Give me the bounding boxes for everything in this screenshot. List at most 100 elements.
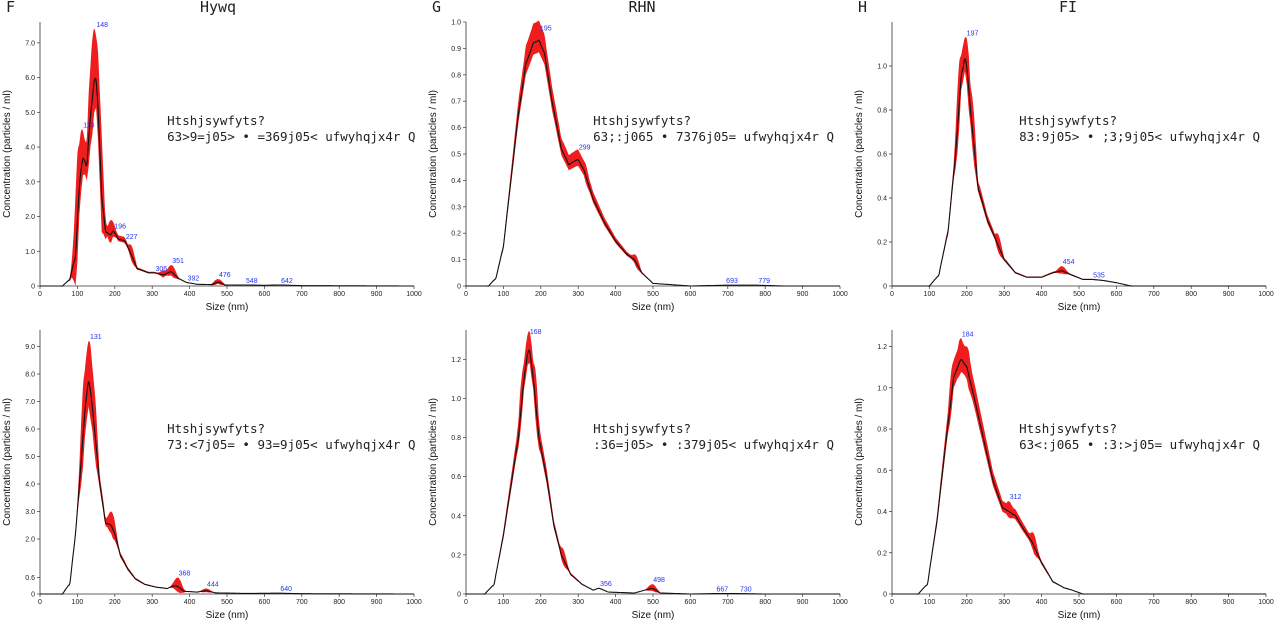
y-tick-label: 0.6 bbox=[451, 125, 461, 132]
chart-panel-1: 0 100 200 300 400 500 600 700 800 900 1000 0 1.0 2.0 3… bbox=[2, 22, 422, 313]
x-axis-label: Size (nm) bbox=[206, 302, 249, 313]
x-tick-label: 100 bbox=[498, 599, 510, 606]
x-tick-label: 800 bbox=[759, 291, 771, 298]
y-tick-label: 0.6 bbox=[451, 474, 461, 481]
y-tick-label: 0 bbox=[31, 592, 35, 599]
peak-label: 148 bbox=[96, 22, 108, 29]
annotation-value: 63<:j065 • :3:>j05= ufwyhqjx4r Q bbox=[1019, 437, 1260, 452]
error-band bbox=[466, 331, 840, 595]
y-tick-label: 5.0 bbox=[25, 110, 35, 117]
panel-letter-h: H bbox=[858, 0, 868, 16]
x-tick-label: 600 bbox=[685, 599, 697, 606]
peak-label: 779 bbox=[758, 278, 770, 285]
y-tick-label: 0 bbox=[31, 284, 35, 291]
y-tick-label: 0.2 bbox=[451, 552, 461, 559]
x-tick-label: 500 bbox=[1073, 599, 1085, 606]
mean-line bbox=[892, 58, 1266, 287]
x-tick-label: 800 bbox=[1185, 599, 1197, 606]
y-tick-label: 4.0 bbox=[25, 145, 35, 152]
y-tick-label: 0.4 bbox=[451, 513, 461, 520]
x-tick-label: 0 bbox=[890, 291, 894, 298]
peak-label: 535 bbox=[1093, 272, 1105, 279]
x-tick-label: 700 bbox=[296, 599, 308, 606]
x-tick-label: 700 bbox=[1148, 599, 1160, 606]
x-axis-label: Size (nm) bbox=[206, 610, 249, 621]
y-tick-label: 0.1 bbox=[451, 257, 461, 264]
y-tick-label: 2.0 bbox=[25, 537, 35, 544]
x-tick-label: 900 bbox=[371, 599, 383, 606]
y-tick-label: 1.0 bbox=[877, 385, 887, 392]
y-tick-label: 0.4 bbox=[877, 509, 887, 516]
y-axis-label: Concentration (particles / ml) bbox=[428, 398, 439, 526]
x-axis-label: Size (nm) bbox=[1058, 302, 1101, 313]
y-tick-label: 7.0 bbox=[25, 40, 35, 47]
y-tick-label: 0.3 bbox=[451, 204, 461, 211]
chart-panel-6: 0 100 200 300 400 500 600 700 800 900 1000 0 0.2 0.4 0… bbox=[854, 330, 1274, 621]
y-tick-label: 1.2 bbox=[451, 357, 461, 364]
y-tick-label: 8.0 bbox=[25, 372, 35, 379]
x-tick-label: 300 bbox=[572, 599, 584, 606]
peak-label: 227 bbox=[126, 234, 138, 241]
y-tick-label: 0 bbox=[883, 284, 887, 291]
x-tick-label: 300 bbox=[998, 291, 1010, 298]
annotation-value: 73:<7j05= • 93=9j05< ufwyhqjx4r Q bbox=[167, 437, 415, 452]
error-band bbox=[40, 340, 414, 595]
y-tick-label: 9.0 bbox=[25, 344, 35, 351]
peak-label: 168 bbox=[530, 329, 542, 336]
x-tick-label: 1000 bbox=[832, 291, 848, 298]
peak-label: 131 bbox=[90, 334, 102, 341]
y-tick-label: 0 bbox=[457, 592, 461, 599]
y-tick-label: 1.0 bbox=[25, 249, 35, 256]
annotation-value: 63;:j065 • 7376j05= ufwyhqjx4r Q bbox=[593, 129, 834, 144]
peak-label: 197 bbox=[967, 30, 979, 37]
x-axis-label: Size (nm) bbox=[632, 610, 675, 621]
y-tick-label: 1.2 bbox=[877, 344, 887, 351]
peak-label: 640 bbox=[280, 586, 292, 593]
x-tick-label: 1000 bbox=[406, 599, 422, 606]
peak-label: 351 bbox=[172, 258, 184, 265]
y-tick-label: 0.4 bbox=[451, 178, 461, 185]
annotation-heading: Htshjsywfyts? bbox=[167, 113, 265, 128]
column-title-2: RHN bbox=[628, 0, 656, 16]
x-tick-label: 900 bbox=[1223, 599, 1235, 606]
x-tick-label: 500 bbox=[647, 599, 659, 606]
x-tick-label: 700 bbox=[296, 291, 308, 298]
peak-label: 498 bbox=[653, 577, 665, 584]
peak-label: 730 bbox=[740, 587, 752, 594]
x-tick-label: 800 bbox=[1185, 291, 1197, 298]
mean-line bbox=[466, 39, 840, 287]
x-tick-label: 400 bbox=[1036, 291, 1048, 298]
x-tick-label: 200 bbox=[961, 599, 973, 606]
peak-label: 454 bbox=[1063, 259, 1075, 266]
x-tick-label: 0 bbox=[890, 599, 894, 606]
y-tick-label: 0.8 bbox=[451, 435, 461, 442]
x-axis-label: Size (nm) bbox=[1058, 610, 1101, 621]
x-tick-label: 800 bbox=[759, 599, 771, 606]
y-tick-label: 3.0 bbox=[25, 179, 35, 186]
peak-label: 548 bbox=[246, 278, 258, 285]
x-tick-label: 200 bbox=[535, 599, 547, 606]
y-tick-label: 1.0 bbox=[451, 20, 461, 27]
y-tick-label: 4.0 bbox=[25, 482, 35, 489]
panel-letter-g: G bbox=[432, 0, 442, 16]
error-band bbox=[40, 28, 414, 287]
x-tick-label: 700 bbox=[722, 291, 734, 298]
annotation-value: 83:9j05> • ;3;9j05< ufwyhqjx4r Q bbox=[1019, 129, 1260, 144]
x-tick-label: 1000 bbox=[1258, 291, 1274, 298]
peak-label: 667 bbox=[716, 587, 728, 594]
x-tick-label: 600 bbox=[1111, 599, 1123, 606]
peak-label: 356 bbox=[600, 581, 612, 588]
x-tick-label: 1000 bbox=[832, 599, 848, 606]
x-tick-label: 800 bbox=[333, 599, 345, 606]
y-tick-label: 7.0 bbox=[25, 399, 35, 406]
x-tick-label: 400 bbox=[610, 599, 622, 606]
y-tick-label: 0.2 bbox=[877, 550, 887, 557]
column-title-3: FI bbox=[1058, 0, 1078, 16]
x-tick-label: 900 bbox=[797, 599, 809, 606]
x-tick-label: 300 bbox=[146, 291, 158, 298]
x-tick-label: 200 bbox=[109, 291, 121, 298]
peak-label: 195 bbox=[540, 26, 552, 33]
annotation-heading: Htshjsywfyts? bbox=[593, 113, 691, 128]
x-tick-label: 1000 bbox=[406, 291, 422, 298]
